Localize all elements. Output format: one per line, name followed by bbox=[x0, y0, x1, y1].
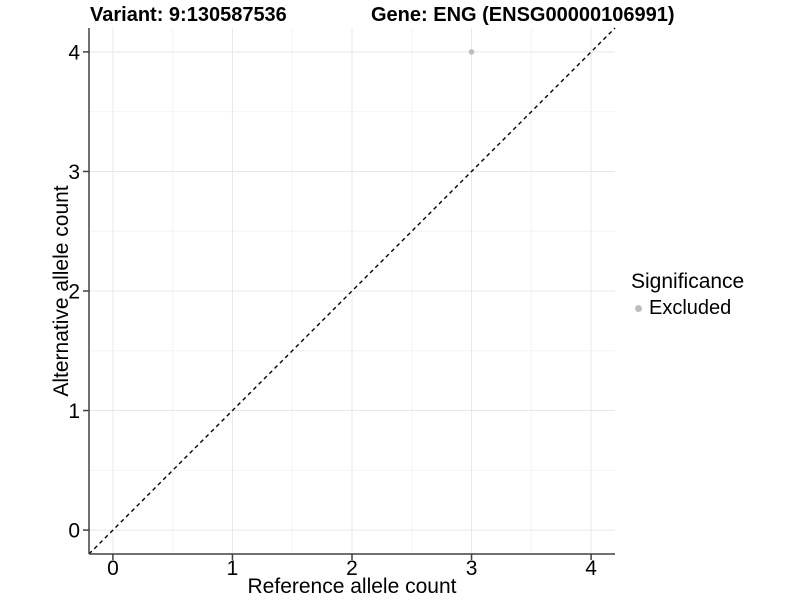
legend: Significance Excluded bbox=[631, 270, 744, 319]
y-tick-label: 1 bbox=[68, 400, 80, 423]
x-tick-label: 1 bbox=[227, 557, 239, 580]
legend-key-dot bbox=[635, 304, 642, 312]
identity-reference-line bbox=[88, 27, 616, 555]
y-tick-label: 3 bbox=[68, 161, 80, 184]
data-point bbox=[468, 49, 475, 55]
gene-title: Gene: ENG (ENSG00000106991) bbox=[371, 4, 675, 26]
x-tick-label: 0 bbox=[107, 557, 119, 580]
y-tick-label: 2 bbox=[68, 281, 80, 304]
legend-item-label: Excluded bbox=[649, 297, 732, 319]
x-axis-title: Reference allele count bbox=[247, 575, 457, 598]
variant-title: Variant: 9:130587536 bbox=[90, 4, 287, 26]
y-axis-title: Alternative allele count bbox=[50, 185, 73, 397]
y-tick-label: 0 bbox=[68, 520, 80, 543]
x-tick-label: 4 bbox=[585, 557, 597, 580]
y-tick-label: 4 bbox=[68, 41, 80, 64]
legend-item: Excluded bbox=[631, 297, 744, 319]
x-tick-label: 2 bbox=[346, 557, 358, 580]
legend-title: Significance bbox=[631, 270, 745, 293]
x-tick-label: 3 bbox=[466, 557, 478, 580]
